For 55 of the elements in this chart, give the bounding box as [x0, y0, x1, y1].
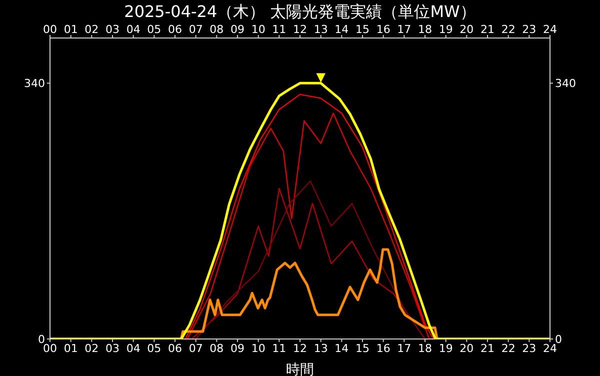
y2-tick-label: 340	[555, 77, 576, 90]
x-tick-label: 04	[126, 23, 140, 36]
x-tick-label: 21	[480, 23, 494, 36]
x-tick-label: 17	[397, 23, 412, 36]
x2-tick-label: 13	[314, 342, 328, 355]
chart-title: 2025-04-24（木） 太陽光発電実績（単位MW）	[123, 2, 477, 23]
y2-tick-label: 0	[555, 332, 562, 346]
x2-tick-label: 01	[64, 342, 78, 355]
x-tick-label: 22	[501, 23, 516, 36]
x2-tick-label: 19	[438, 342, 453, 355]
x-tick-label: 08	[210, 23, 224, 36]
x2-tick-label: 14	[334, 342, 349, 355]
x2-tick-label: 00	[43, 342, 57, 355]
x-tick-label: 00	[43, 23, 57, 36]
x-tick-label: 10	[251, 23, 266, 36]
x2-tick-label: 09	[230, 342, 244, 355]
x-tick-label: 01	[64, 23, 78, 36]
x2-tick-label: 08	[210, 342, 224, 355]
x-tick-label: 14	[334, 23, 349, 36]
x2-tick-label: 16	[376, 342, 390, 355]
x2-tick-label: 21	[480, 342, 494, 355]
x2-tick-label: 07	[188, 342, 203, 355]
x-tick-label: 13	[314, 23, 328, 36]
x2-tick-label: 10	[251, 342, 266, 355]
x-tick-label: 07	[188, 23, 203, 36]
annotation: ▼	[316, 70, 326, 84]
x2-tick-label: 04	[126, 342, 140, 355]
x2-tick-label: 03	[106, 342, 120, 355]
x-tick-label: 20	[460, 23, 474, 36]
x2-tick-label: 05	[147, 342, 162, 355]
x-tick-label: 24	[543, 23, 557, 36]
x-tick-label: 12	[293, 23, 307, 36]
x-tick-label: 23	[522, 23, 536, 36]
x2-tick-label: 22	[501, 342, 516, 355]
x2-tick-label: 24	[543, 342, 557, 355]
x2-tick-label: 12	[293, 342, 307, 355]
x-axis-title: 時間	[286, 362, 314, 376]
x-tick-label: 05	[147, 23, 162, 36]
x2-tick-label: 06	[168, 342, 182, 355]
x-tick-label: 15	[356, 23, 370, 36]
x-tick-label: 18	[418, 23, 432, 36]
x-tick-label: 02	[84, 23, 99, 36]
x2-tick-label: 17	[397, 342, 412, 355]
x-tick-label: 03	[106, 23, 120, 36]
x2-tick-label: 11	[272, 342, 286, 355]
x-tick-label: 19	[438, 23, 453, 36]
x-tick-label: 09	[230, 23, 244, 36]
x-tick-label: 16	[376, 23, 390, 36]
x2-tick-label: 18	[418, 342, 432, 355]
x2-tick-label: 02	[84, 342, 99, 355]
x-tick-label: 06	[168, 23, 182, 36]
x2-tick-label: 20	[460, 342, 474, 355]
x2-tick-label: 23	[522, 342, 536, 355]
x2-tick-label: 15	[356, 342, 370, 355]
x-tick-label: 11	[272, 23, 286, 36]
